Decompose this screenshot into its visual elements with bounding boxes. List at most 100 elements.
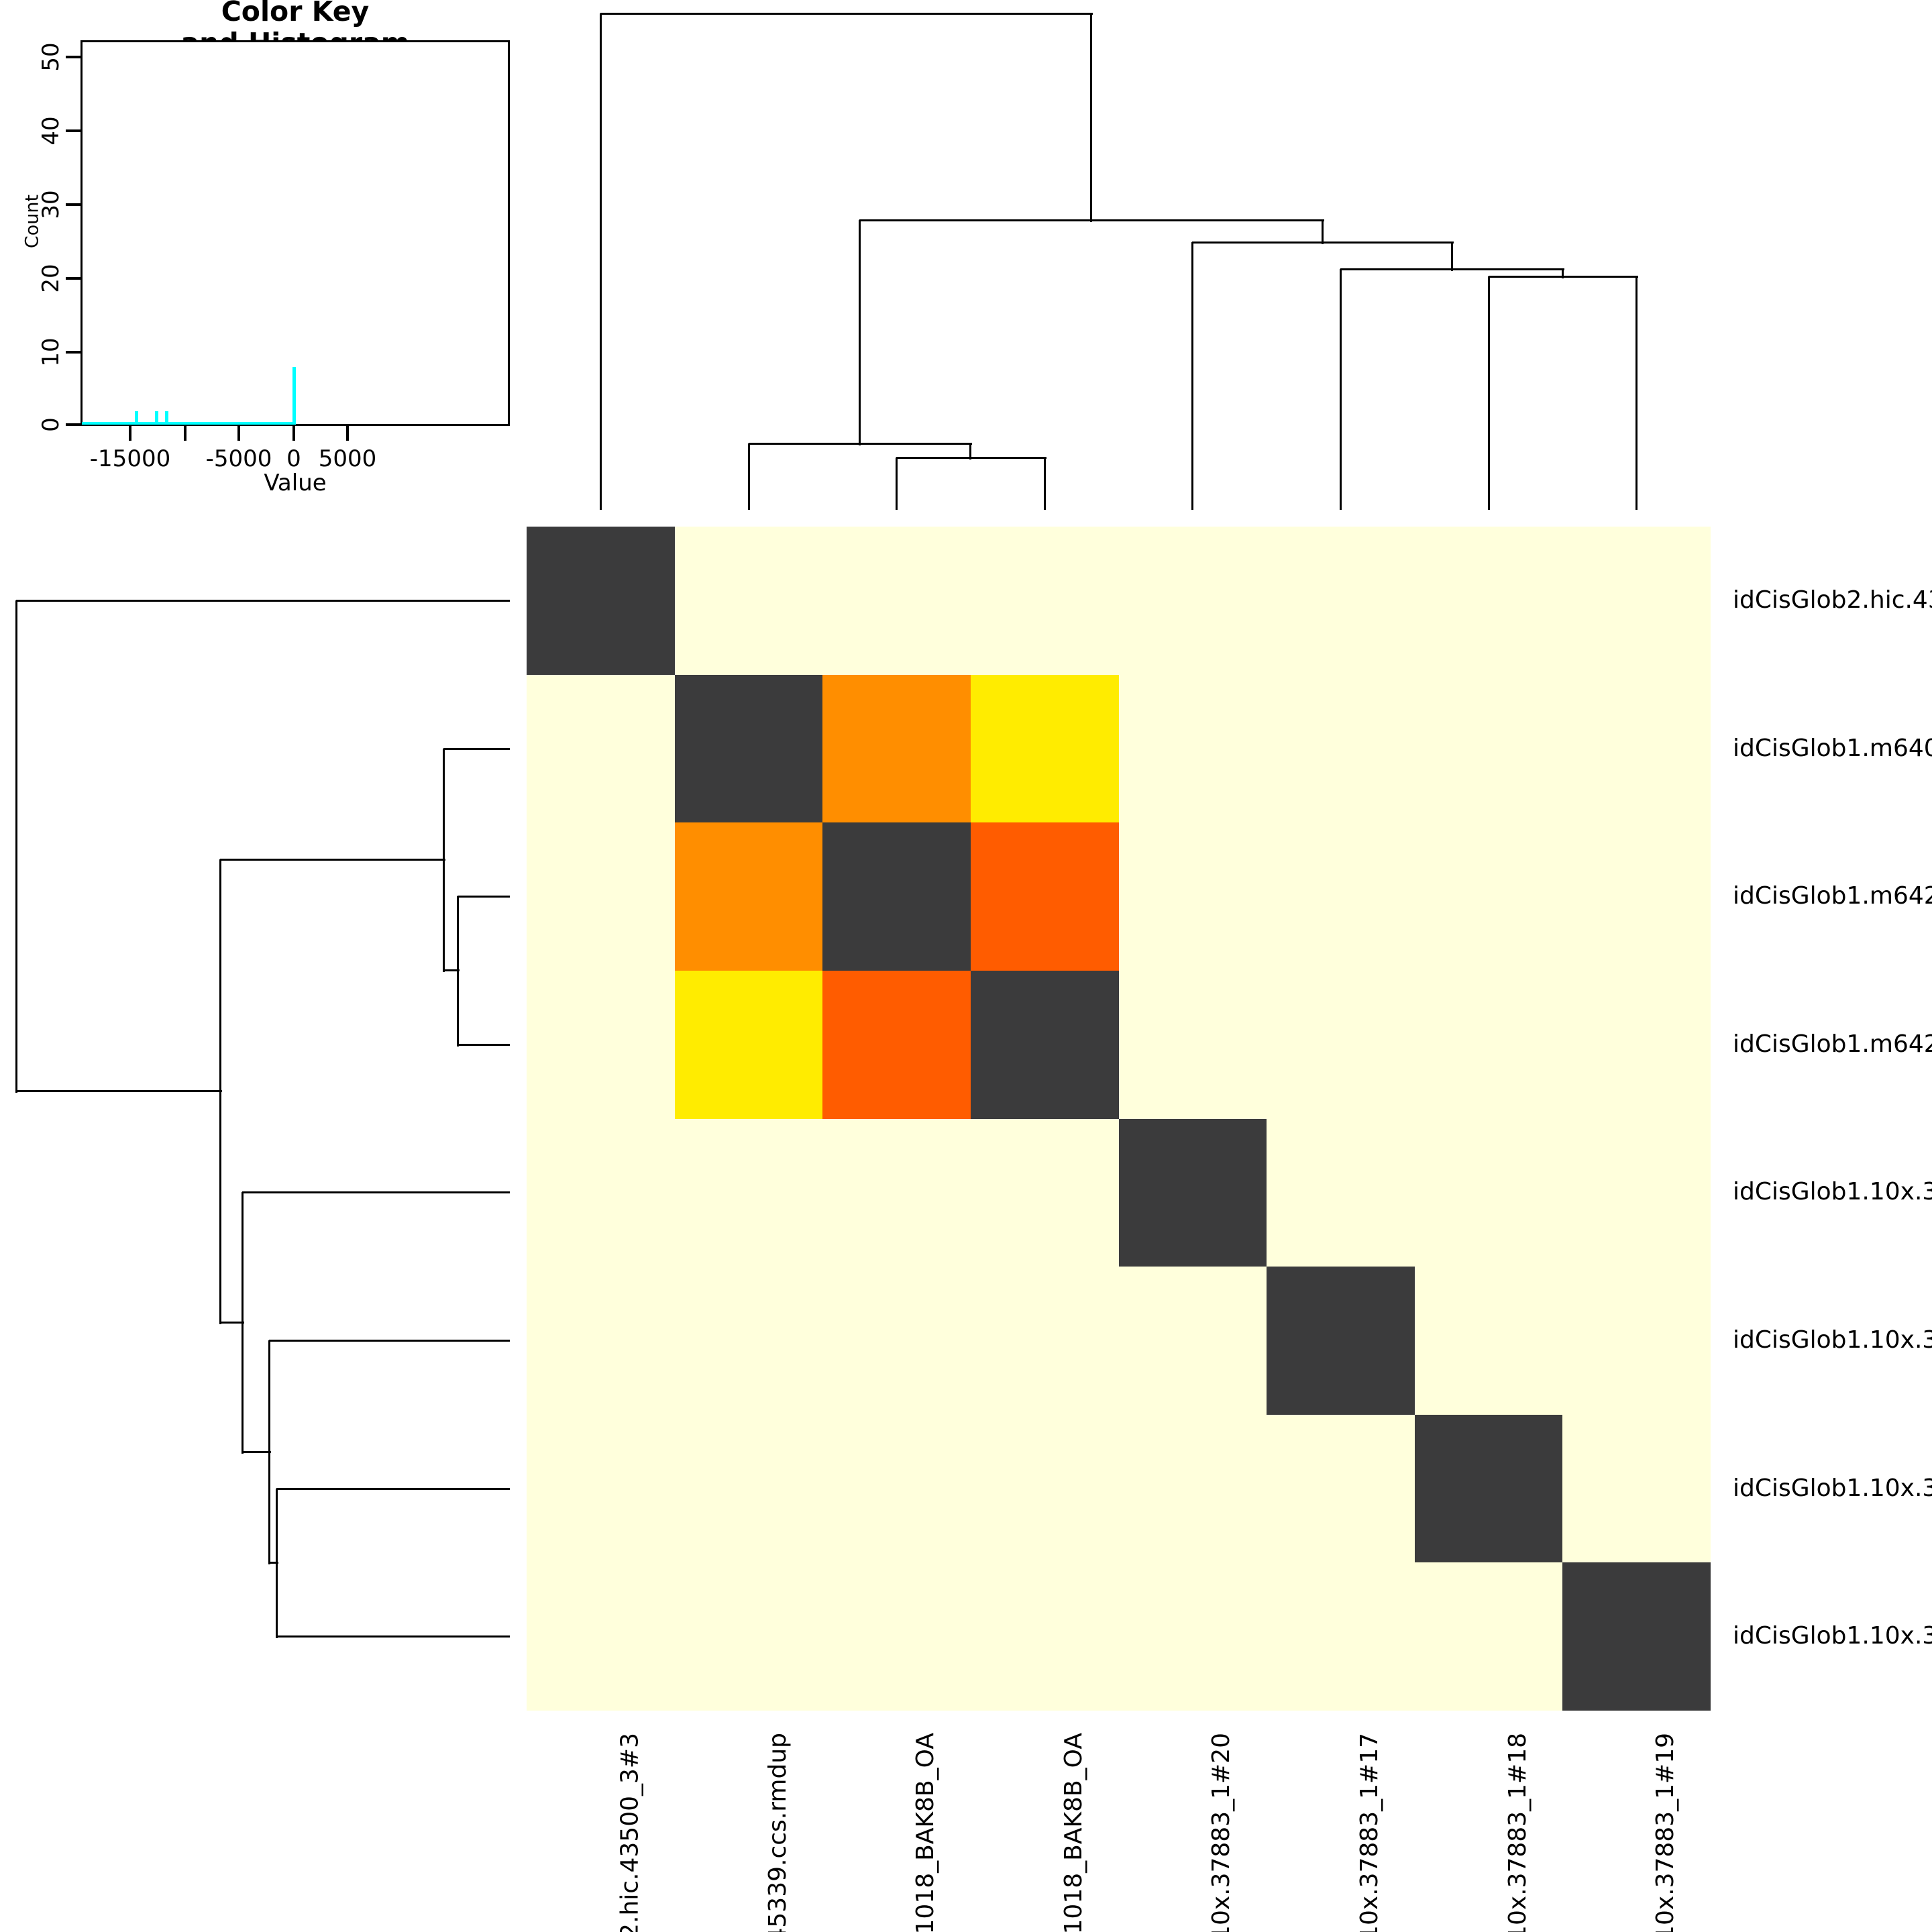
heatmap-cell: [971, 971, 1119, 1119]
color-key-y-axis-label: Count: [21, 194, 43, 249]
heatmap-cell: [822, 822, 971, 971]
color-key-y-tick-label: 0: [38, 417, 64, 432]
heatmap-cell: [971, 822, 1119, 971]
color-key-x-tick: [184, 426, 186, 441]
heatmap-cell: [822, 675, 971, 822]
color-key-title-line1: Color Key: [221, 0, 370, 28]
column-dendrogram-segment: [1340, 269, 1342, 510]
color-key-y-tick: [66, 203, 80, 206]
color-key-x-tick-label: 5000: [318, 445, 377, 472]
color-key-x-tick: [237, 426, 240, 441]
color-key-y-tick-label: 10: [38, 337, 64, 367]
row-dendrogram-segment: [458, 1044, 510, 1046]
column-dendrogram-segment: [1635, 276, 1638, 510]
column-dendrogram-segment: [1340, 268, 1564, 270]
column-dendrogram-segment: [749, 443, 972, 445]
row-label: idCisGlob1.m64211018_BAK8B_OA: [1733, 882, 1932, 910]
column-dendrogram-segment: [896, 457, 1046, 459]
row-dendrogram-segment: [242, 1451, 271, 1453]
color-key-y-tick-label: 40: [38, 116, 64, 146]
row-dendrogram-segment: [443, 969, 460, 971]
heatmap-cell: [1267, 1267, 1415, 1415]
heatmap-cell: [675, 971, 822, 1119]
heatmap-cell: [527, 527, 675, 675]
color-key-y-tick-label: 50: [38, 42, 64, 72]
column-dendrogram-segment: [1192, 241, 1454, 244]
row-label: idCisGlob1.10x.37883_1#20: [1733, 1178, 1932, 1205]
heatmap-cell: [1562, 1562, 1711, 1711]
row-dendrogram-segment: [457, 896, 459, 1046]
column-label: idCisGlob1.m64221018_BAK8B_OA: [1059, 1733, 1089, 1932]
row-dendrogram-segment: [276, 1489, 278, 1638]
color-key-x-axis-label: Value: [264, 470, 327, 496]
color-key-y-tick-label: 20: [38, 264, 64, 293]
color-key-plot-box: [80, 40, 510, 426]
row-label: idCisGlob1.10x.37883_1#17: [1733, 1326, 1932, 1354]
color-key-x-tick-label: 0: [286, 445, 301, 472]
row-dendrogram-segment: [268, 1340, 270, 1564]
column-label: idCisGlob1.m64211018_BAK8B_OA: [911, 1733, 941, 1932]
row-label: idCisGlob1.m64221018_BAK8B_OA: [1733, 1030, 1932, 1058]
color-key-y-tick: [66, 423, 80, 426]
row-dendrogram-segment: [241, 1192, 244, 1454]
column-dendrogram-segment: [969, 443, 971, 460]
color-key-x-tick: [129, 426, 131, 441]
column-dendrogram-segment: [896, 458, 898, 510]
row-dendrogram-segment: [242, 1191, 510, 1193]
row-label: idCisGlob1.m64045339.ccs.rmdup: [1733, 735, 1932, 762]
row-dendrogram-segment: [443, 749, 445, 972]
row-dendrogram-segment: [220, 1322, 244, 1324]
column-dendrogram-segment: [1488, 276, 1490, 510]
row-label: idCisGlob2.hic.43500_3#3: [1733, 586, 1932, 614]
column-dendrogram-segment: [1044, 458, 1046, 510]
column-dendrogram-segment: [600, 13, 1093, 15]
row-dendrogram-segment: [15, 600, 17, 1093]
column-dendrogram-segment: [1090, 13, 1092, 222]
column-label: idCisGlob1.m64045339.ccs.rmdup: [763, 1733, 793, 1932]
heatmap-cell: [1415, 1415, 1562, 1562]
color-key-x-tick: [292, 426, 295, 441]
column-dendrogram-segment: [1451, 242, 1453, 271]
row-dendrogram-segment: [269, 1340, 510, 1342]
column-dendrogram-segment: [859, 220, 861, 445]
row-dendrogram-segment: [458, 896, 510, 898]
column-label: idCisGlob2.hic.43500_3#3: [616, 1733, 643, 1932]
row-dendrogram-segment: [16, 1090, 222, 1092]
histogram-spike: [165, 411, 168, 425]
row-dendrogram-segment: [219, 859, 221, 1324]
column-dendrogram-segment: [748, 443, 750, 510]
color-key-y-tick: [66, 129, 80, 132]
histogram-baseline: [82, 422, 296, 425]
histogram-spike: [155, 411, 158, 425]
heatmap-cell: [971, 675, 1119, 822]
column-dendrogram-segment: [1322, 220, 1324, 244]
column-dendrogram-segment: [1191, 242, 1193, 510]
column-dendrogram-segment: [1562, 269, 1564, 278]
heatmap-cell: [1119, 1119, 1267, 1267]
row-dendrogram-segment: [276, 1635, 510, 1638]
column-label: idCisGlob1.10x.37883_1#17: [1356, 1733, 1383, 1932]
heatmap-cell: [822, 971, 971, 1119]
row-dendrogram-segment: [269, 1562, 278, 1564]
heatmap-matrix: [527, 527, 1711, 1711]
row-dendrogram-segment: [443, 748, 510, 750]
column-dendrogram-segment: [1489, 276, 1638, 278]
color-key-x-tick-label: -5000: [205, 445, 272, 472]
column-label: idCisGlob1.10x.37883_1#18: [1504, 1733, 1532, 1932]
color-key-y-tick: [66, 351, 80, 354]
color-key-y-tick: [66, 56, 80, 58]
column-dendrogram-segment: [600, 13, 602, 510]
row-label: idCisGlob1.10x.37883_1#18: [1733, 1474, 1932, 1502]
histogram-spike: [292, 367, 296, 425]
color-key-x-tick-label: -15000: [89, 445, 171, 472]
row-dendrogram-segment: [220, 859, 445, 861]
row-dendrogram-segment: [16, 600, 510, 602]
histogram-spike: [135, 411, 138, 425]
heatmap-cell: [675, 822, 822, 971]
heatmap-cell: [675, 675, 822, 822]
column-label: idCisGlob1.10x.37883_1#20: [1208, 1733, 1235, 1932]
color-key-x-tick: [346, 426, 349, 441]
column-dendrogram-segment: [859, 219, 1324, 221]
row-dendrogram-segment: [276, 1488, 510, 1490]
